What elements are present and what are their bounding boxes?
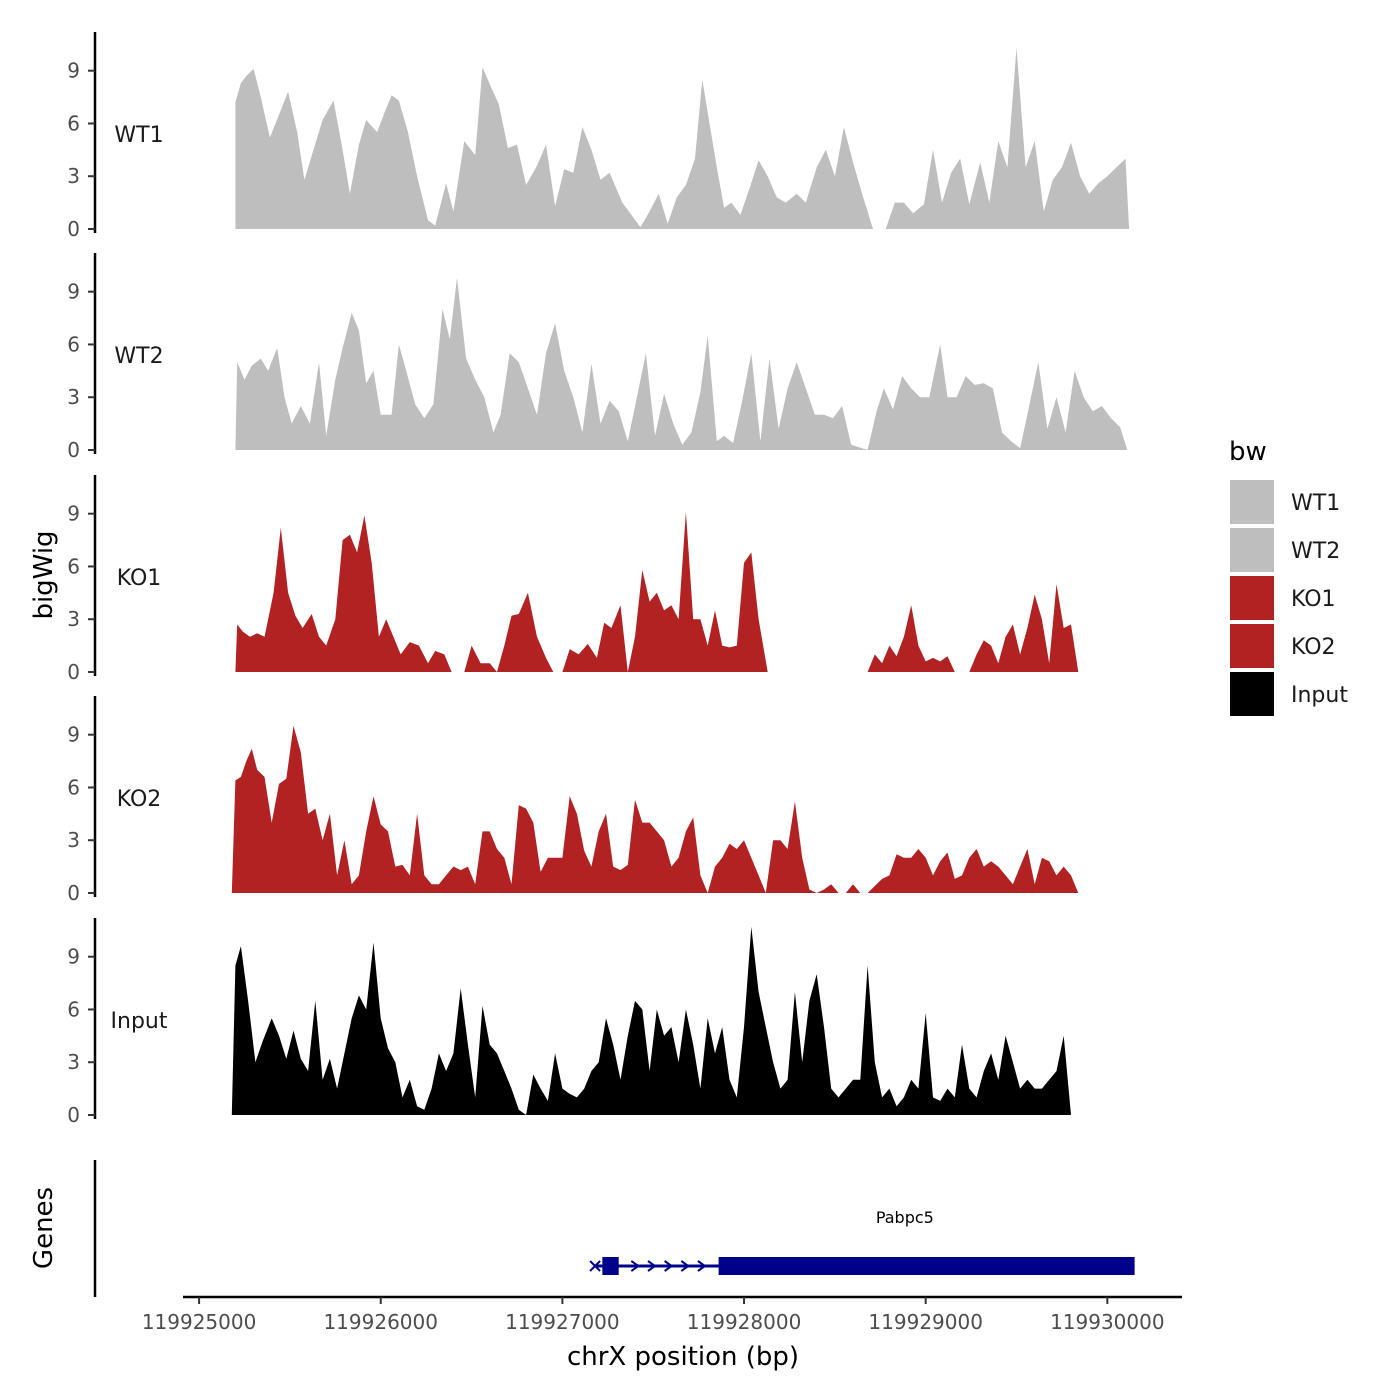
gene-tss-mark [589,1260,601,1272]
track-wt2: 0 3 6 9 WT2 [67,253,1128,462]
track-label-wt2: WT2 [114,344,163,369]
legend-key-wt1 [1230,480,1274,524]
area-wt2 [235,277,1128,450]
area-input [231,926,1072,1115]
legend-item-ko1: KO1 [1230,576,1336,620]
x-tick-label-119930000: 119930000 [1050,1310,1165,1334]
gene-exon-2 [718,1257,1135,1275]
y-tick-label-ko1-0: 0 [67,660,80,684]
gene-strand-chevron [664,1260,674,1272]
gene-strand-chevron [647,1260,657,1272]
legend-label-wt2: WT2 [1291,539,1340,564]
legend-label-input: Input [1291,683,1348,708]
y-tick-label-input-0: 0 [67,1103,80,1127]
y-tick-label-input-6: 6 [67,997,80,1021]
gene-label: Pabpc5 [876,1208,934,1227]
x-axis-title: chrX position (bp) [567,1342,799,1372]
track-ko2: 0 3 6 9 KO2 [67,696,1079,905]
legend-title: bw [1229,437,1267,467]
legend-item-input: Input [1230,672,1348,716]
y-tick-label-ko2-0: 0 [67,881,80,905]
x-axis: 119925000 119926000 119927000 119928000 1199… [142,1295,1182,1334]
x-tick-label-119929000: 119929000 [868,1310,983,1334]
x-tick-label-119925000: 119925000 [142,1310,257,1334]
legend-label-ko2: KO2 [1291,635,1336,660]
gene-track: Pabpc5 [93,1160,1135,1297]
legend-item-ko2: KO2 [1230,624,1336,668]
legend-key-ko2 [1230,624,1274,668]
y-tick-label-wt2-0: 0 [67,438,80,462]
area-ko1 [235,511,1079,672]
gene-strand-chevron [630,1260,641,1272]
y-tick-label-ko2-9: 9 [67,723,80,747]
x-tick-label-119927000: 119927000 [505,1310,620,1334]
track-wt1: 0 3 6 9 WT1 [67,32,1130,241]
gene-pabpc5: Pabpc5 [589,1208,1135,1275]
y-tick-label-wt1-3: 3 [67,164,80,188]
y-tick-label-wt2-3: 3 [67,385,80,409]
legend-key-input [1230,672,1274,716]
legend-item-wt1: WT1 [1230,480,1340,524]
y-tick-label-ko2-6: 6 [67,775,80,799]
y-tick-label-input-3: 3 [67,1050,80,1074]
y-tick-label-ko1-6: 6 [67,554,80,578]
y-tick-label-input-9: 9 [67,945,80,969]
gene-exon-1 [602,1257,619,1275]
y-tick-label-ko1-3: 3 [67,607,80,631]
genes-axis-title: Genes [29,1187,59,1269]
signal-tracks: 0 3 6 9 WT1 0 3 6 9 WT2 0 3 6 9 KO1 0 3 6 9 KO2 0 3 6 9 Input [67,32,1130,1127]
y-tick-label-ko1-9: 9 [67,502,80,526]
y-tick-label-wt1-0: 0 [67,217,80,241]
track-input: 0 3 6 9 Input [67,918,1072,1127]
y-tick-label-wt1-6: 6 [67,111,80,135]
area-wt1 [235,47,1130,229]
track-label-ko1: KO1 [117,566,162,591]
legend-key-wt2 [1230,528,1274,572]
x-tick-label-119928000: 119928000 [687,1310,802,1334]
track-label-wt1: WT1 [114,123,163,148]
legend-label-wt1: WT1 [1291,491,1340,516]
track-ko1: 0 3 6 9 KO1 [67,475,1079,684]
gene-strand-chevron [697,1260,707,1272]
gene-strand-chevron [680,1260,691,1272]
legend-key-ko1 [1230,576,1274,620]
track-label-input: Input [111,1009,168,1034]
track-label-ko2: KO2 [117,787,162,812]
x-tick-label-119926000: 119926000 [323,1310,438,1334]
legend: bw WT1 WT2 KO1 KO2 Input [1229,437,1348,716]
legend-label-ko1: KO1 [1291,587,1336,612]
y-tick-label-ko2-3: 3 [67,828,80,852]
y-tick-label-wt2-6: 6 [67,332,80,356]
y-tick-label-wt1-9: 9 [67,59,80,83]
y-tick-label-wt2-9: 9 [67,280,80,304]
y-axis-title: bigWig [29,530,59,619]
legend-item-wt2: WT2 [1230,528,1340,572]
area-ko2 [231,725,1079,893]
